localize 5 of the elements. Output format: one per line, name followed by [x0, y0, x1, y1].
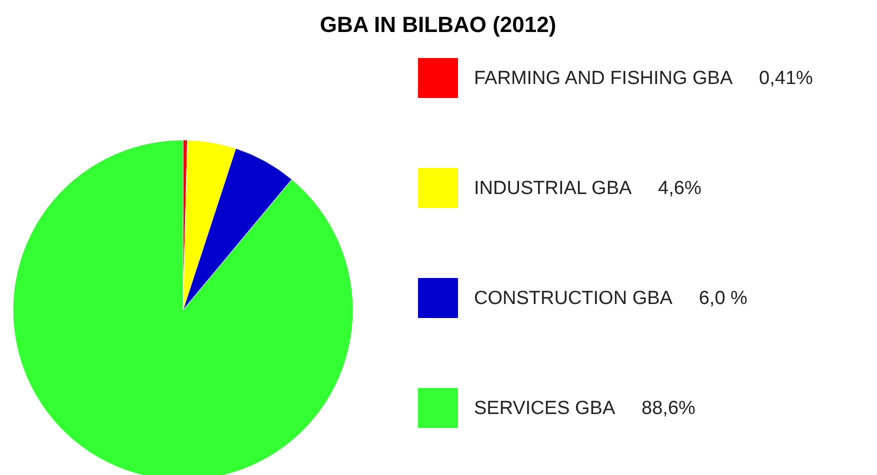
- legend-label: CONSTRUCTION GBA 6,0 %: [474, 288, 748, 309]
- chart-title: GBA IN BILBAO (2012): [320, 12, 556, 37]
- legend-label: SERVICES GBA 88,6%: [474, 398, 696, 419]
- legend-label: FARMING AND FISHING GBA 0,41%: [474, 68, 814, 89]
- legend-label: INDUSTRIAL GBA 4,6%: [474, 178, 702, 199]
